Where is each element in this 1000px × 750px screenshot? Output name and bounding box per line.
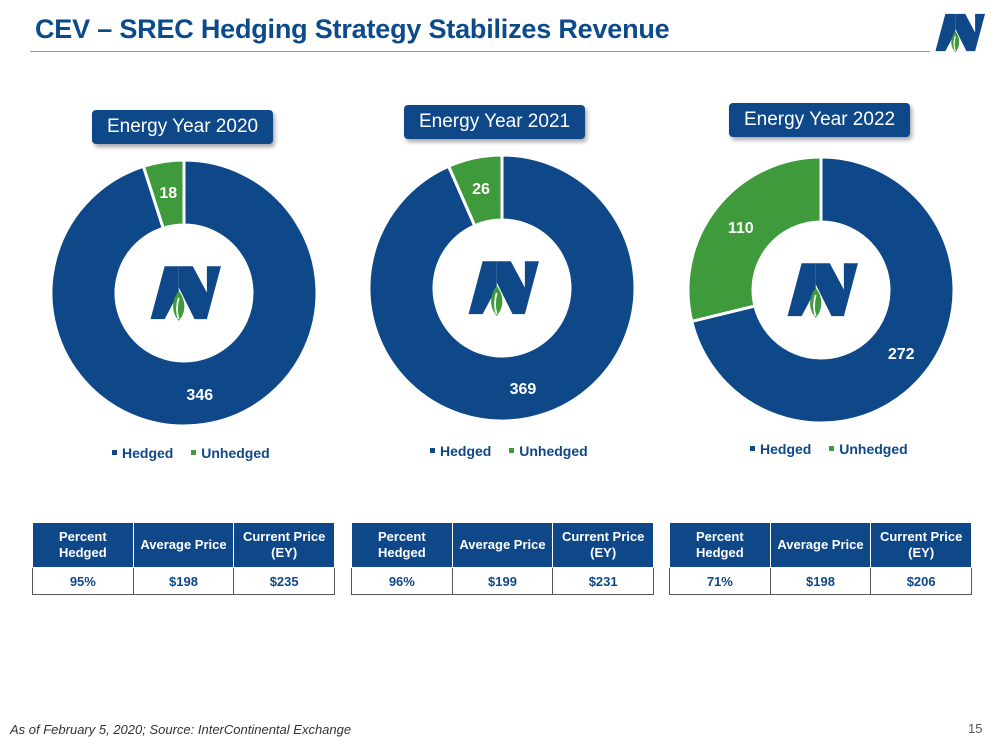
chart-title-2022: Energy Year 2022 <box>729 103 911 137</box>
legend-item-unhedged: Unhedged <box>509 443 588 459</box>
stats-table-2021: Percent Hedged Average Price Current Pri… <box>351 522 654 595</box>
cell-percent-hedged: 95% <box>32 567 134 595</box>
legend-label: Unhedged <box>201 445 270 461</box>
cell-percent-hedged: 71% <box>669 567 771 595</box>
cell-average-price: $198 <box>132 567 235 595</box>
stats-table-2022: Percent Hedged Average Price Current Pri… <box>669 522 972 595</box>
cell-percent-hedged: 96% <box>351 567 453 595</box>
legend-label: Unhedged <box>519 443 588 459</box>
header-percent-hedged: Percent Hedged <box>351 522 453 568</box>
legend-swatch-unhedged <box>191 449 197 455</box>
legend-label: Hedged <box>440 443 492 459</box>
cell-average-price: $198 <box>769 567 872 595</box>
table-row: 95% $198 $235 <box>32 567 335 595</box>
slice-hedged <box>49 158 319 428</box>
legend-item-hedged: Hedged <box>112 445 173 461</box>
cell-current-price: $231 <box>552 567 654 595</box>
legend-item-unhedged: Unhedged <box>191 445 270 461</box>
data-label-hedged: 346 <box>186 387 213 404</box>
legend-swatch-hedged <box>112 449 117 455</box>
company-logo-icon <box>787 263 858 318</box>
cell-current-price: $206 <box>870 567 972 595</box>
legend-swatch-hedged <box>750 445 755 451</box>
table-header-row: Percent Hedged Average Price Current Pri… <box>669 522 972 568</box>
slice-unhedged <box>686 155 823 324</box>
header-percent-hedged: Percent Hedged <box>669 522 771 568</box>
header-average-price: Average Price <box>769 522 872 568</box>
header-average-price: Average Price <box>132 522 235 568</box>
legend-item-hedged: Hedged <box>430 443 491 459</box>
legend-item-hedged: Hedged <box>750 441 811 457</box>
title-divider <box>30 51 930 52</box>
legend-swatch-hedged <box>430 447 435 453</box>
donut-chart-2020: 18 346 <box>49 158 319 428</box>
page-title: CEV – SREC Hedging Strategy Stabilizes R… <box>35 14 670 44</box>
source-footnote: As of February 5, 2020; Source: InterCon… <box>10 722 352 737</box>
legend-swatch-unhedged <box>829 445 835 451</box>
header-percent-hedged: Percent Hedged <box>32 522 134 568</box>
data-label-unhedged: 26 <box>472 181 490 198</box>
donut-chart-2021: 26 369 <box>367 153 637 423</box>
data-label-hedged: 369 <box>510 381 537 398</box>
data-label-unhedged: 110 <box>728 220 754 237</box>
donut-chart-2022: 110 272 <box>686 155 956 425</box>
legend-label: Unhedged <box>839 441 908 457</box>
table-row: 71% $198 $206 <box>669 567 972 595</box>
slice-hedged <box>689 155 956 425</box>
legend-label: Hedged <box>122 445 174 461</box>
chart-title-2021: Energy Year 2021 <box>404 105 586 139</box>
header-current-price: Current Price (EY) <box>870 522 972 568</box>
legend-swatch-unhedged <box>509 447 515 453</box>
header-average-price: Average Price <box>451 522 554 568</box>
company-logo-icon <box>935 13 986 53</box>
company-logo-icon <box>468 261 539 316</box>
legend-label: Hedged <box>760 441 812 457</box>
data-label-unhedged: 18 <box>159 185 177 202</box>
legend-2020: Hedged Unhedged <box>112 445 284 461</box>
legend-2021: Hedged Unhedged <box>430 443 602 459</box>
cell-current-price: $235 <box>233 567 335 595</box>
table-row: 96% $199 $231 <box>351 567 654 595</box>
stats-table-2020: Percent Hedged Average Price Current Pri… <box>32 522 335 595</box>
cell-average-price: $199 <box>451 567 554 595</box>
company-logo-icon <box>150 266 221 321</box>
table-header-row: Percent Hedged Average Price Current Pri… <box>32 522 335 568</box>
legend-item-unhedged: Unhedged <box>829 441 908 457</box>
table-header-row: Percent Hedged Average Price Current Pri… <box>351 522 654 568</box>
legend-2022: Hedged Unhedged <box>750 441 922 457</box>
page-number: 15 <box>968 721 983 736</box>
chart-title-2020: Energy Year 2020 <box>92 110 274 144</box>
header-current-price: Current Price (EY) <box>552 522 654 568</box>
slice-hedged <box>367 153 637 423</box>
data-label-hedged: 272 <box>888 346 915 363</box>
header-current-price: Current Price (EY) <box>233 522 335 568</box>
